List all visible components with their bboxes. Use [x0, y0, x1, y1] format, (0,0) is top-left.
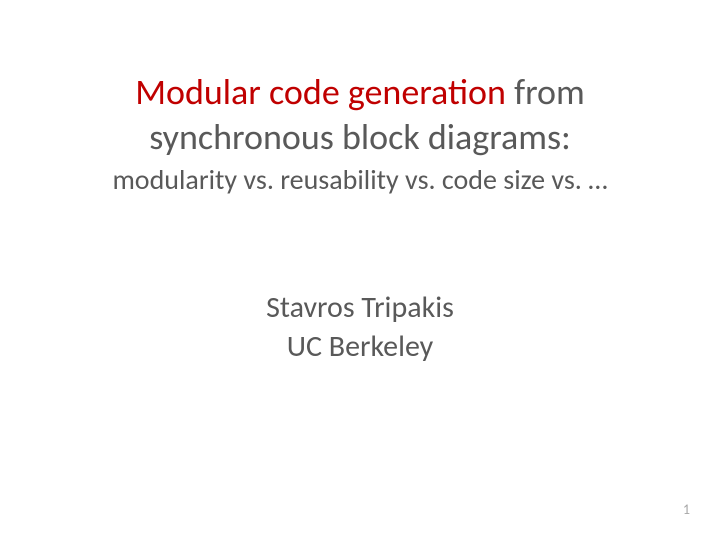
title-highlight: Modular code generation — [135, 70, 506, 114]
title-line-1: Modular code generation from — [60, 70, 660, 115]
author-name: Stavros Tripakis — [60, 288, 660, 327]
slide: Modular code generation from synchronous… — [0, 0, 720, 540]
author-affiliation: UC Berkeley — [60, 327, 660, 366]
author-block: Stavros Tripakis UC Berkeley — [60, 288, 660, 366]
title-rest: from — [506, 70, 585, 114]
title-block: Modular code generation from synchronous… — [60, 70, 660, 198]
subtitle: modularity vs. reusability vs. code size… — [60, 162, 660, 198]
page-number: 1 — [683, 501, 690, 518]
title-line-2: synchronous block diagrams: — [60, 115, 660, 160]
